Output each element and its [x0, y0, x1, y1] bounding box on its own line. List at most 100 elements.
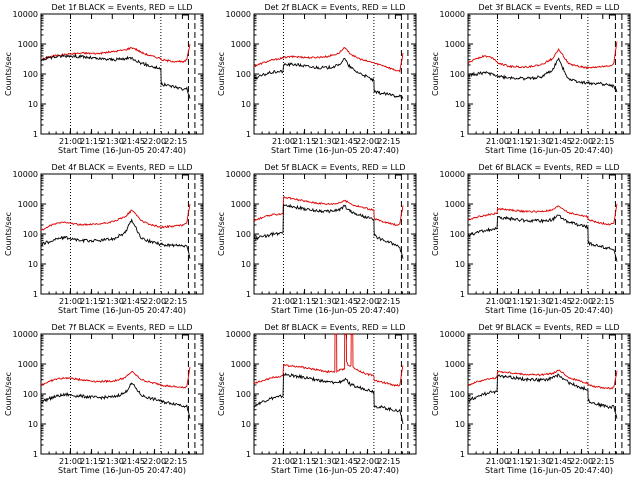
series-line-events — [40, 382, 191, 419]
plot-title: Det 2f BLACK = Events, RED = LLD — [264, 3, 405, 12]
y-tick-label: 100 — [236, 390, 251, 399]
x-tick-label: 21:00 — [272, 137, 295, 146]
plot-title: Det 3f BLACK = Events, RED = LLD — [478, 3, 619, 12]
y-axis-label: Counts/sec — [431, 212, 440, 256]
y-tick-label: 10000 — [440, 170, 465, 179]
y-tick-label: 100 — [23, 390, 38, 399]
x-tick-label: 22:00 — [570, 297, 593, 306]
x-tick-label: 22:15 — [377, 137, 400, 146]
marker-bracket — [181, 14, 189, 19]
x-tick-label: 21:30 — [528, 457, 551, 466]
x-tick-label: 21:45 — [335, 297, 358, 306]
plot-title: Det 4f BLACK = Events, RED = LLD — [51, 163, 192, 172]
series-line-lld — [253, 46, 404, 73]
y-tick-label: 1000 — [231, 40, 251, 49]
y-tick-label: 10000 — [13, 170, 38, 179]
plot-panel-9: Det 9f BLACK = Events, RED = LLD 1 10 100 10… — [431, 323, 631, 475]
y-tick-label: 10 — [455, 260, 465, 269]
x-tick-label: 21:15 — [507, 137, 530, 146]
y-tick-label: 1 — [460, 450, 465, 459]
x-tick-label: 21:15 — [80, 137, 103, 146]
y-tick-label: 10000 — [226, 10, 251, 19]
plot-title: Det 5f BLACK = Events, RED = LLD — [264, 163, 405, 172]
x-tick-label: 21:15 — [293, 137, 316, 146]
series-line-lld — [467, 203, 618, 226]
y-tick-label: 1 — [33, 130, 38, 139]
x-tick-label: 21:30 — [101, 137, 124, 146]
x-tick-label: 22:15 — [591, 457, 614, 466]
series-line-lld — [40, 203, 191, 231]
series-line-lld — [40, 43, 191, 64]
x-tick-label: 22:15 — [164, 457, 187, 466]
y-tick-label: 10000 — [440, 330, 465, 339]
plot-frame — [253, 13, 417, 135]
x-tick-label: 22:00 — [356, 137, 379, 146]
series-line-events — [467, 57, 618, 93]
x-tick-label: 21:30 — [314, 297, 337, 306]
series-line-events — [467, 373, 618, 419]
x-tick-label: 21:15 — [293, 297, 316, 306]
plot-panel-8: Det 8f BLACK = Events, RED = LLD 1 10 100 10… — [217, 323, 417, 475]
y-tick-label: 100 — [23, 70, 38, 79]
y-tick-label: 1 — [246, 290, 251, 299]
plot-title: Det 6f BLACK = Events, RED = LLD — [478, 163, 619, 172]
y-tick-label: 1000 — [231, 200, 251, 209]
y-tick-label: 1 — [246, 450, 251, 459]
x-tick-label: 21:45 — [549, 137, 572, 146]
y-tick-label: 10000 — [13, 330, 38, 339]
x-tick-label: 22:00 — [143, 297, 166, 306]
y-tick-label: 1 — [460, 130, 465, 139]
y-tick-label: 100 — [450, 390, 465, 399]
y-axis-label: Counts/sec — [4, 212, 13, 256]
marker-bracket — [181, 334, 189, 339]
y-tick-label: 1000 — [445, 360, 465, 369]
plot-title: Det 8f BLACK = Events, RED = LLD — [264, 323, 405, 332]
y-tick-label: 1 — [460, 290, 465, 299]
plot-title: Det 9f BLACK = Events, RED = LLD — [478, 323, 619, 332]
x-tick-label: 21:30 — [528, 297, 551, 306]
y-axis-label: Counts/sec — [217, 372, 226, 416]
y-tick-label: 1000 — [231, 360, 251, 369]
y-tick-label: 1 — [33, 450, 38, 459]
y-tick-label: 1000 — [18, 200, 38, 209]
plot-frame — [40, 173, 204, 295]
y-tick-label: 1000 — [18, 40, 38, 49]
x-tick-label: 21:45 — [549, 297, 572, 306]
y-axis-label: Counts/sec — [217, 212, 226, 256]
y-axis-label: Counts/sec — [217, 52, 226, 96]
x-tick-label: 21:00 — [486, 137, 509, 146]
x-tick-label: 21:15 — [507, 457, 530, 466]
plot-title: Det 7f BLACK = Events, RED = LLD — [51, 323, 192, 332]
x-tick-label: 21:30 — [101, 297, 124, 306]
y-tick-label: 10 — [241, 260, 251, 269]
y-tick-label: 10000 — [440, 10, 465, 19]
y-tick-label: 10000 — [226, 330, 251, 339]
plot-frame — [467, 333, 631, 455]
x-tick-label: 22:15 — [164, 137, 187, 146]
x-tick-label: 21:45 — [122, 137, 145, 146]
series-line-lld — [253, 196, 404, 226]
marker-bracket — [394, 334, 402, 339]
series-line-events — [253, 57, 404, 100]
plot-panel-1: Det 1f BLACK = Events, RED = LLD 1 10 100 10… — [4, 3, 204, 155]
y-tick-label: 1000 — [18, 360, 38, 369]
marker-bracket — [181, 174, 189, 179]
plot-frame — [40, 13, 204, 135]
x-tick-label: 22:00 — [570, 457, 593, 466]
x-tick-label: 21:15 — [293, 457, 316, 466]
y-axis-label: Counts/sec — [4, 52, 13, 96]
y-tick-label: 1000 — [445, 40, 465, 49]
x-axis-label: Start Time (16-Jun-05 20:47:40) — [58, 146, 186, 155]
x-tick-label: 21:30 — [528, 137, 551, 146]
marker-bracket — [608, 14, 616, 19]
plot-panel-6: Det 6f BLACK = Events, RED = LLD 1 10 100 10… — [431, 163, 631, 315]
x-tick-label: 21:30 — [314, 457, 337, 466]
x-tick-label: 22:00 — [356, 457, 379, 466]
plot-panel-3: Det 3f BLACK = Events, RED = LLD 1 10 100 10… — [431, 3, 631, 155]
y-axis-label: Counts/sec — [431, 52, 440, 96]
y-tick-label: 100 — [450, 70, 465, 79]
x-axis-label: Start Time (16-Jun-05 20:47:40) — [58, 306, 186, 315]
series-line-lld — [40, 366, 191, 389]
x-tick-label: 22:15 — [377, 297, 400, 306]
x-tick-label: 21:00 — [59, 457, 82, 466]
